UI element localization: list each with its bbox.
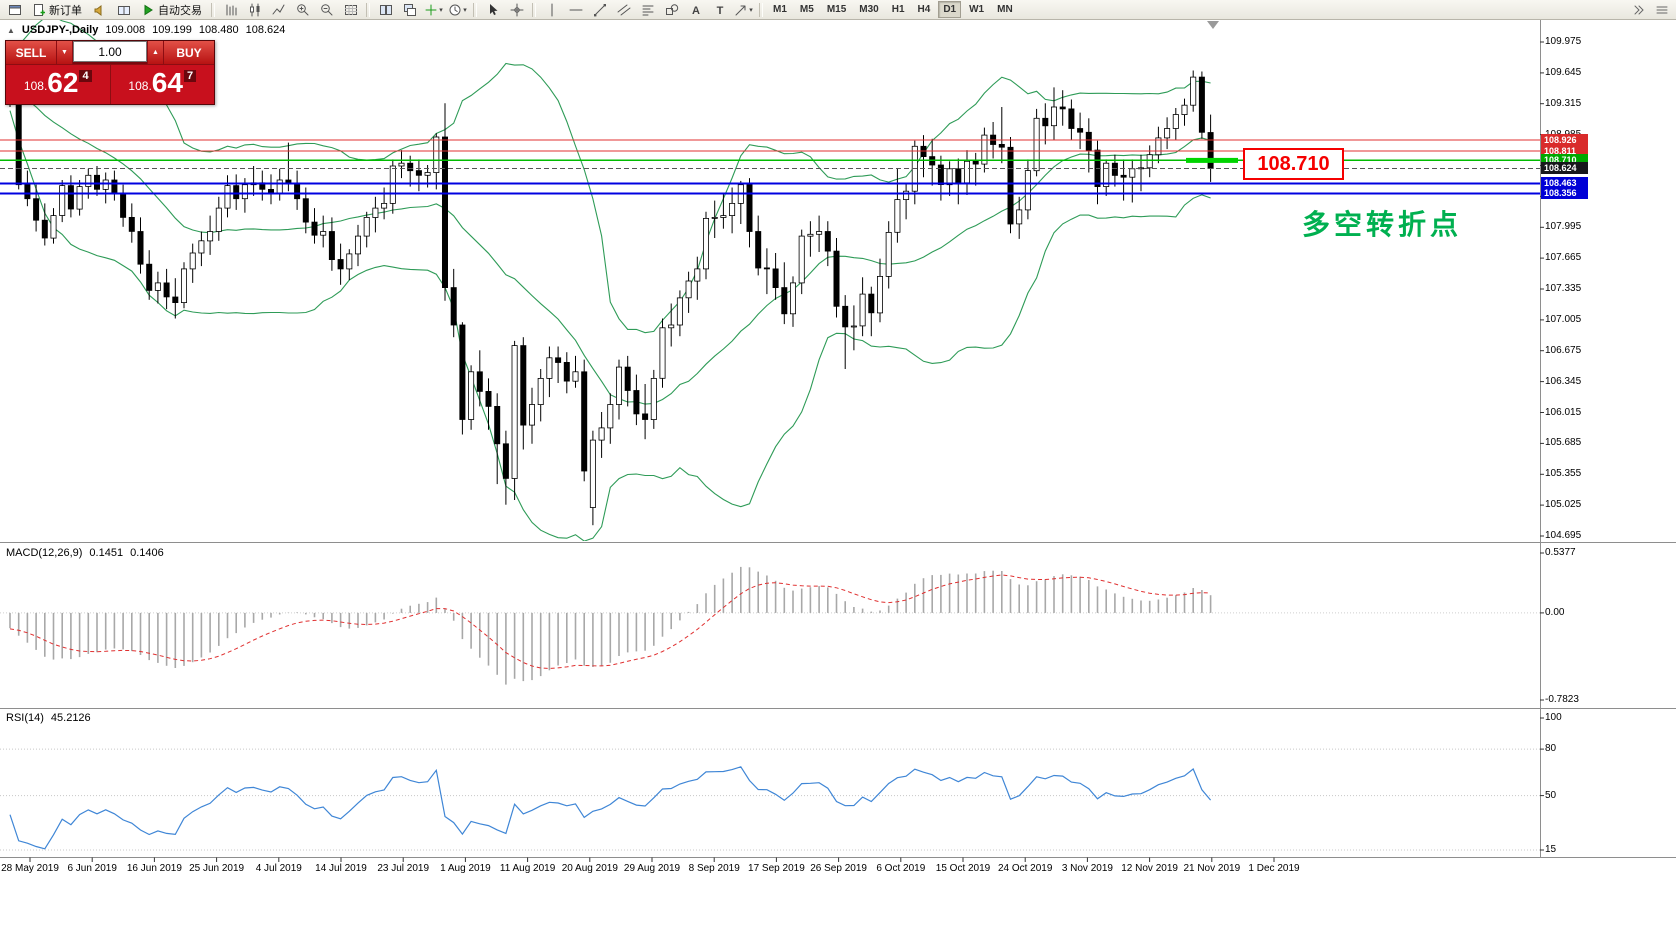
svg-text:T: T <box>716 5 723 17</box>
cascade-windows-icon[interactable] <box>398 0 421 20</box>
candles-layer <box>7 70 1214 526</box>
zoom-in-icon[interactable] <box>291 0 314 20</box>
periods-icon-caret[interactable]: ▾ <box>463 6 467 14</box>
buy-price-big: 64 <box>151 67 183 98</box>
autotrading-button-icon <box>141 3 155 17</box>
line-chart-icon[interactable] <box>267 0 290 20</box>
alerts-icon[interactable] <box>88 0 111 20</box>
new-order-button[interactable]: 新订单 <box>27 1 87 19</box>
bar-high: 109.199 <box>152 24 192 36</box>
one-click-toggle-icon[interactable]: ▲ <box>7 25 15 35</box>
periods-icon[interactable]: ▾ <box>446 0 469 20</box>
svg-text:A: A <box>692 5 700 17</box>
timeframe-mn-button[interactable]: MN <box>997 4 1013 15</box>
toolbar-separator <box>759 2 763 17</box>
rsi-indicator-label: RSI(14) 45.2126 <box>6 712 91 724</box>
shapes-icon[interactable] <box>660 0 683 20</box>
rsi-value: 45.2126 <box>50 712 91 724</box>
macd-value: 0.1451 <box>89 547 124 559</box>
arrows-icon-caret[interactable]: ▾ <box>749 6 753 14</box>
fibonacci-icon[interactable] <box>636 0 659 20</box>
timeframe-m1-button[interactable]: M1 <box>773 4 787 15</box>
new-order-button-label: 新订单 <box>49 4 82 17</box>
toolbar-separator <box>532 2 536 17</box>
toolbar-separator <box>473 2 477 17</box>
crosshair-icon[interactable] <box>505 0 528 20</box>
symbol-title: USDJPY-,Daily <box>21 24 99 36</box>
toolbar-separator <box>211 2 215 17</box>
volume-up-button[interactable]: ▲ <box>147 41 164 64</box>
rsi-panel <box>0 748 1540 851</box>
chart-annotation-text: 多空转折点 <box>1302 209 1463 240</box>
one-click-trading-panel: SELL ▼ ▲ BUY 108. 62 4 108. 64 7 <box>5 40 215 105</box>
macd-panel <box>0 566 1540 685</box>
tile-windows-icon[interactable] <box>374 0 397 20</box>
bollinger-middle-band <box>9 86 1211 405</box>
timeframe-m5-button[interactable]: M5 <box>799 4 814 15</box>
zoom-out-icon[interactable] <box>315 0 338 20</box>
buy-price-prefix: 108. <box>128 79 152 93</box>
toolbar-separator <box>366 2 370 17</box>
text-icon[interactable]: A <box>684 0 707 20</box>
channel-icon[interactable] <box>612 0 635 20</box>
label-icon[interactable]: T <box>708 0 731 20</box>
autotrading-button-label: 自动交易 <box>158 4 202 17</box>
timeframe-w1-button[interactable]: W1 <box>969 4 985 15</box>
cursor-icon[interactable] <box>481 0 504 20</box>
buy-button[interactable]: BUY <box>164 41 214 64</box>
autotrading-button[interactable]: 自动交易 <box>136 1 207 19</box>
volume-input[interactable] <box>73 41 147 62</box>
horizontal-line-icon[interactable] <box>564 0 587 20</box>
toolbar: 新订单 自动交易 ▾ ▾ A T ▾ M1 M5 M15 M30 H1 H4 D1 W1 MN <box>0 0 1676 20</box>
market-watch-icon[interactable] <box>112 0 135 20</box>
bar-chart-icon[interactable] <box>219 0 242 20</box>
add-indicator-icon[interactable]: ▾ <box>422 0 445 20</box>
sell-price-prefix: 108. <box>23 79 48 93</box>
bar-low: 108.480 <box>198 24 239 36</box>
timeframe-d1-button[interactable]: D1 <box>938 1 962 18</box>
trendline-icon[interactable] <box>588 0 611 20</box>
candlestick-chart-icon[interactable] <box>243 0 266 20</box>
sell-button[interactable]: SELL <box>6 41 56 64</box>
sell-price[interactable]: 108. 62 4 <box>6 65 110 104</box>
macd-histogram <box>9 566 1212 685</box>
rsi-label: RSI(14) <box>6 712 44 724</box>
volume-down-button[interactable]: ▼ <box>56 41 73 64</box>
arrows-icon[interactable]: ▾ <box>732 0 755 20</box>
price-level-callout[interactable]: 108.710 <box>1243 148 1344 180</box>
pivot-line-highlight <box>1186 157 1238 163</box>
macd-signal-line <box>9 574 1211 670</box>
grid-icon[interactable] <box>339 0 362 20</box>
add-indicator-icon-caret[interactable]: ▾ <box>439 6 443 14</box>
chart-ohlc-header: ▲ USDJPY-,Daily 109.008 109.199 108.480 … <box>7 24 285 36</box>
window-menu-icon[interactable] <box>1650 0 1673 20</box>
timeframe-m15-button[interactable]: M15 <box>826 4 847 15</box>
macd-signal-value: 0.1406 <box>130 547 164 559</box>
rsi-line <box>9 766 1212 850</box>
chart-shift-marker <box>1207 21 1219 29</box>
new-order-button-icon <box>32 3 46 17</box>
bollinger-upper-band <box>9 20 1211 334</box>
main-price-panel <box>0 20 1540 541</box>
macd-indicator-label: MACD(12,26,9) 0.1451 0.1406 <box>6 547 164 559</box>
timeframe-m30-button[interactable]: M30 <box>859 4 879 15</box>
sell-price-big: 62 <box>47 67 79 98</box>
sell-price-pip: 4 <box>79 70 92 82</box>
buy-price-pip: 7 <box>183 70 197 82</box>
chart-window-icon[interactable] <box>3 0 26 20</box>
timeframe-h4-button[interactable]: H4 <box>917 4 931 15</box>
timeframe-h1-button[interactable]: H1 <box>891 4 905 15</box>
toolbar-overflow-icon[interactable] <box>1626 0 1649 20</box>
macd-label: MACD(12,26,9) <box>6 547 83 559</box>
buy-price[interactable]: 108. 64 7 <box>109 65 215 104</box>
bar-close: 108.624 <box>245 24 286 36</box>
bar-open: 109.008 <box>105 24 146 36</box>
vertical-line-icon[interactable] <box>540 0 563 20</box>
bollinger-lower-band <box>9 110 1211 541</box>
